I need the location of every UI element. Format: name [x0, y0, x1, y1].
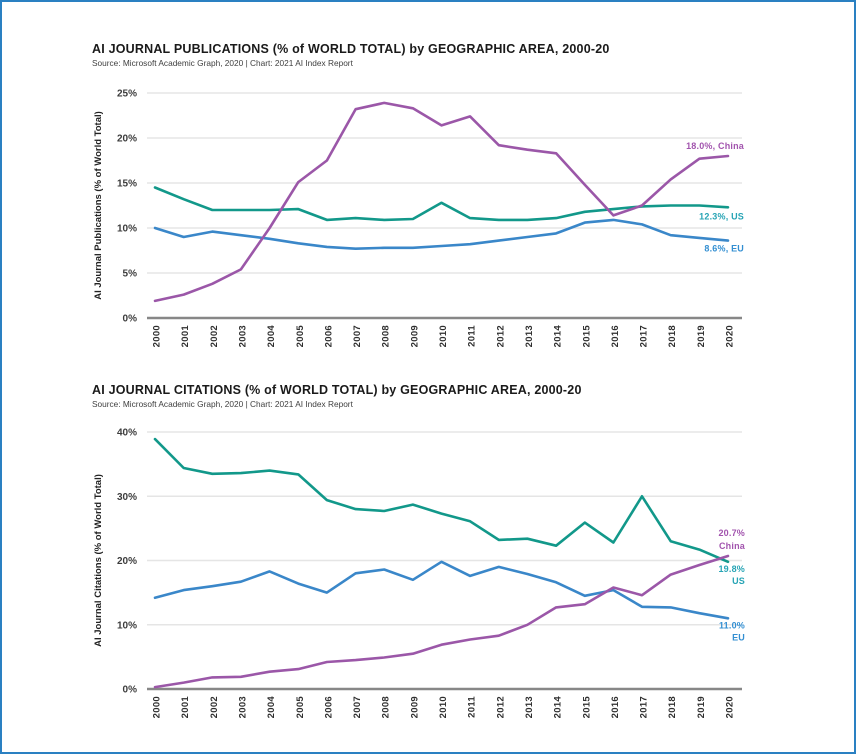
series-line-us — [153, 437, 730, 564]
citations-plot-area: 0% 10% 20% 30% 40% 2000 2001 2002 2003 2004 2005 20… — [117, 428, 746, 719]
y-tick-label: 5% — [123, 269, 138, 280]
x-tick-label: 2018 — [667, 325, 678, 347]
publications-plot: AI Journal Publications (% of World Tota… — [93, 89, 745, 348]
y-tick-label: 10% — [117, 224, 137, 235]
publications-chart-source: Source: Microsoft Academic Graph, 2020 |… — [92, 58, 353, 68]
x-tick-label: 2005 — [295, 696, 306, 719]
series-line-eu — [153, 218, 730, 250]
x-tick-label: 2015 — [581, 696, 592, 719]
x-tick-label: 2008 — [381, 696, 392, 718]
x-tick-label: 2006 — [323, 325, 334, 347]
y-tick-label: 10% — [117, 620, 137, 631]
x-tick-label: 2009 — [409, 696, 420, 718]
series-line-china — [153, 101, 730, 303]
x-tick-label: 2016 — [610, 325, 621, 347]
publications-chart-title: AI JOURNAL PUBLICATIONS (% of WORLD TOTA… — [92, 42, 610, 56]
series-end-label-eu: EU — [732, 632, 745, 642]
y-tick-label: 15% — [117, 179, 137, 190]
x-tick-label: 2000 — [152, 696, 163, 718]
x-tick-label: 2013 — [524, 325, 535, 347]
series-end-label-china: 20.7% — [718, 528, 745, 538]
x-tick-label: 2017 — [639, 696, 650, 718]
x-tick-label: 2010 — [438, 325, 449, 347]
x-tick-label: 2018 — [667, 696, 678, 718]
x-tick-label: 2002 — [209, 325, 220, 347]
y-tick-label: 20% — [117, 556, 137, 567]
y-tick-label: 0% — [123, 314, 138, 325]
x-tick-label: 2015 — [581, 325, 592, 348]
y-tick-label: 40% — [117, 428, 137, 439]
x-tick-label: 2001 — [180, 325, 191, 348]
series-end-label-us: 12.3%, US — [699, 211, 744, 221]
x-tick-label: 2013 — [524, 696, 535, 718]
x-tick-label: 2007 — [352, 696, 363, 718]
series-end-label-us: US — [732, 576, 745, 586]
x-tick-label: 2003 — [237, 325, 248, 347]
x-tick-label: 2001 — [180, 696, 191, 719]
x-tick-label: 2020 — [725, 696, 736, 718]
series-line-eu — [153, 560, 730, 620]
x-tick-label: 2011 — [467, 325, 478, 347]
citations-chart-title: AI JOURNAL CITATIONS (% of WORLD TOTAL) … — [92, 383, 582, 397]
x-tick-label: 2010 — [438, 696, 449, 718]
x-tick-label: 2019 — [696, 696, 707, 718]
x-tick-label: 2006 — [323, 696, 334, 718]
x-tick-label: 2012 — [495, 325, 506, 347]
series-end-label-us: 19.8% — [718, 564, 745, 574]
x-tick-label: 2000 — [152, 325, 163, 347]
x-tick-label: 2002 — [209, 696, 220, 718]
x-tick-label: 2011 — [467, 696, 478, 718]
publications-plot-area: 0% 5% 10% 15% 20% 25% 2000 2001 2002 2003 2004 2005… — [117, 89, 745, 348]
x-tick-label: 2012 — [495, 696, 506, 718]
y-tick-label: 20% — [117, 134, 137, 145]
x-tick-label: 2003 — [237, 696, 248, 718]
x-tick-label: 2016 — [610, 696, 621, 718]
x-tick-label: 2019 — [696, 325, 707, 347]
x-tick-label: 2004 — [266, 696, 277, 719]
x-tick-label: 2004 — [266, 325, 277, 348]
y-tick-label: 0% — [123, 685, 138, 696]
x-tick-label: 2009 — [409, 325, 420, 347]
series-line-us — [153, 186, 730, 222]
y-tick-label: 25% — [117, 89, 137, 100]
series-end-label-china: 18.0%, China — [686, 141, 745, 151]
series-end-label-china: China — [719, 541, 746, 551]
x-tick-label: 2005 — [295, 325, 306, 348]
series-end-label-eu: 8.6%, EU — [704, 244, 744, 254]
x-tick-label: 2014 — [553, 696, 564, 719]
x-tick-label: 2017 — [639, 325, 650, 347]
citations-plot: AI Journal Citations (% of World Total) … — [93, 428, 746, 719]
x-tick-label: 2007 — [352, 325, 363, 347]
x-tick-label: 2008 — [381, 325, 392, 347]
series-end-label-eu: 11.0% — [719, 620, 745, 630]
x-tick-label: 2020 — [725, 325, 736, 347]
series-line-china — [153, 554, 730, 689]
x-tick-label: 2014 — [553, 325, 564, 348]
y-tick-label: 30% — [117, 492, 137, 503]
citations-chart-source: Source: Microsoft Academic Graph, 2020 |… — [92, 399, 353, 409]
publications-y-axis-label: AI Journal Publications (% of World Tota… — [93, 111, 104, 300]
citations-y-axis-label: AI Journal Citations (% of World Total) — [93, 474, 104, 647]
